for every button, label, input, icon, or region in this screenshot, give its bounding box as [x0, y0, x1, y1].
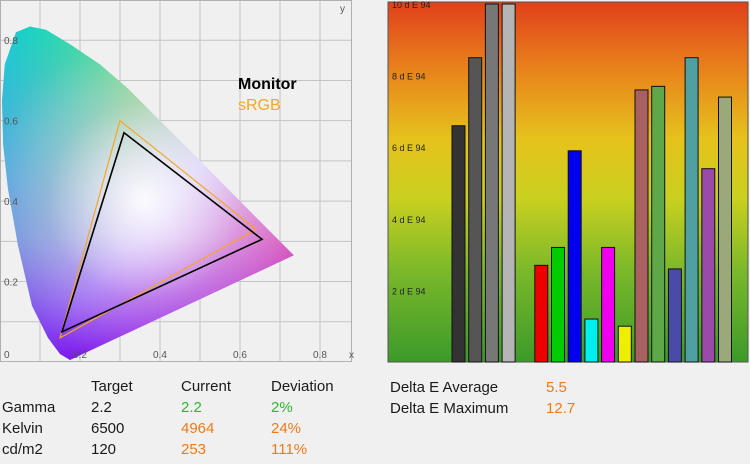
delta-e-bar: [651, 85, 666, 363]
y-tick-label: 6 d E 94: [392, 143, 426, 153]
x-tick-label: 0.4: [153, 350, 167, 361]
row-gamma-target: 2.2: [91, 399, 112, 416]
delta-e-bar: [617, 325, 632, 363]
delta-e-bar: [718, 96, 732, 363]
row-gamma-current: 2.2: [181, 399, 202, 416]
row-gamma-deviation: 2%: [271, 399, 293, 416]
delta-e-bar: [551, 246, 565, 363]
y-tick-label: 0.4: [4, 197, 18, 208]
x-tick-label: 0.6: [233, 350, 247, 361]
header-target: Target: [91, 378, 133, 395]
header-current: Current: [181, 378, 232, 395]
delta-e-maximum-label: Delta E Maximum: [390, 400, 509, 417]
cie-chromaticity-chart: 0.2 0.4 0.6 0.8 0.2 0.4 0.6 0.8 x y 0 Monitor s…: [0, 0, 362, 364]
delta-e-bar: [634, 89, 649, 363]
y-tick-label: 10 d E 94: [392, 0, 431, 10]
srgb-gamut-triangle: [59, 119, 258, 340]
row-kelvin-label: Kelvin: [2, 420, 43, 437]
delta-e-bar: [501, 3, 516, 363]
row-kelvin-current: 4964: [181, 420, 215, 437]
x-axis-label: x: [349, 350, 354, 361]
calibration-table: Target Current Deviation Gamma 2.2 2.2 2…: [0, 376, 380, 464]
monitor-gamut-triangle: [60, 131, 264, 334]
y-tick-label: 0.6: [4, 117, 18, 128]
delta-e-bar: [684, 57, 699, 363]
delta-e-bar: [584, 318, 599, 363]
y-tick-label: 0.2: [4, 278, 18, 289]
delta-e-bar: [534, 264, 549, 363]
header-deviation: Deviation: [271, 378, 334, 395]
x-tick-label: 0.8: [313, 350, 327, 361]
row-luminance-target: 120: [91, 441, 117, 458]
delta-e-bar: [667, 268, 682, 363]
row-luminance-current: 253: [181, 441, 207, 458]
legend-srgb: sRGB: [238, 97, 281, 114]
row-kelvin-target: 6500: [91, 420, 125, 437]
delta-e-bar: [468, 57, 483, 363]
y-tick-label: 8 d E 94: [392, 72, 426, 82]
x-tick-label: 0.2: [73, 350, 87, 361]
delta-e-bar-chart: 2 d E 94 4 d E 94 6 d E 94 8 d E 94 10 d E 9…: [387, 0, 749, 363]
delta-e-maximum-value: 12.7: [546, 400, 576, 417]
y-tick-label: 4 d E 94: [392, 215, 426, 225]
row-kelvin-deviation: 24%: [271, 420, 302, 437]
delta-e-average-label: Delta E Average: [390, 379, 499, 396]
legend-monitor: Monitor: [238, 76, 297, 93]
delta-e-summary: Delta E Average 5.5 Delta E Maximum 12.7: [386, 376, 750, 426]
row-luminance-label: cd/m2: [2, 441, 43, 458]
row-luminance-deviation: 111%: [271, 441, 308, 458]
delta-e-bar: [701, 168, 716, 363]
y-axis-label: y: [340, 4, 345, 15]
y-tick-label: 2 d E 94: [392, 286, 426, 296]
delta-e-average-value: 5.5: [546, 379, 567, 396]
row-gamma-label: Gamma: [2, 399, 56, 416]
delta-e-bar: [451, 125, 466, 363]
delta-e-bar: [601, 246, 616, 363]
delta-e-bar: [567, 150, 582, 363]
plot-frame: [0, 0, 352, 362]
x-origin-label: 0: [4, 350, 10, 361]
y-tick-label: 0.8: [4, 36, 18, 47]
delta-e-bar: [484, 3, 499, 363]
